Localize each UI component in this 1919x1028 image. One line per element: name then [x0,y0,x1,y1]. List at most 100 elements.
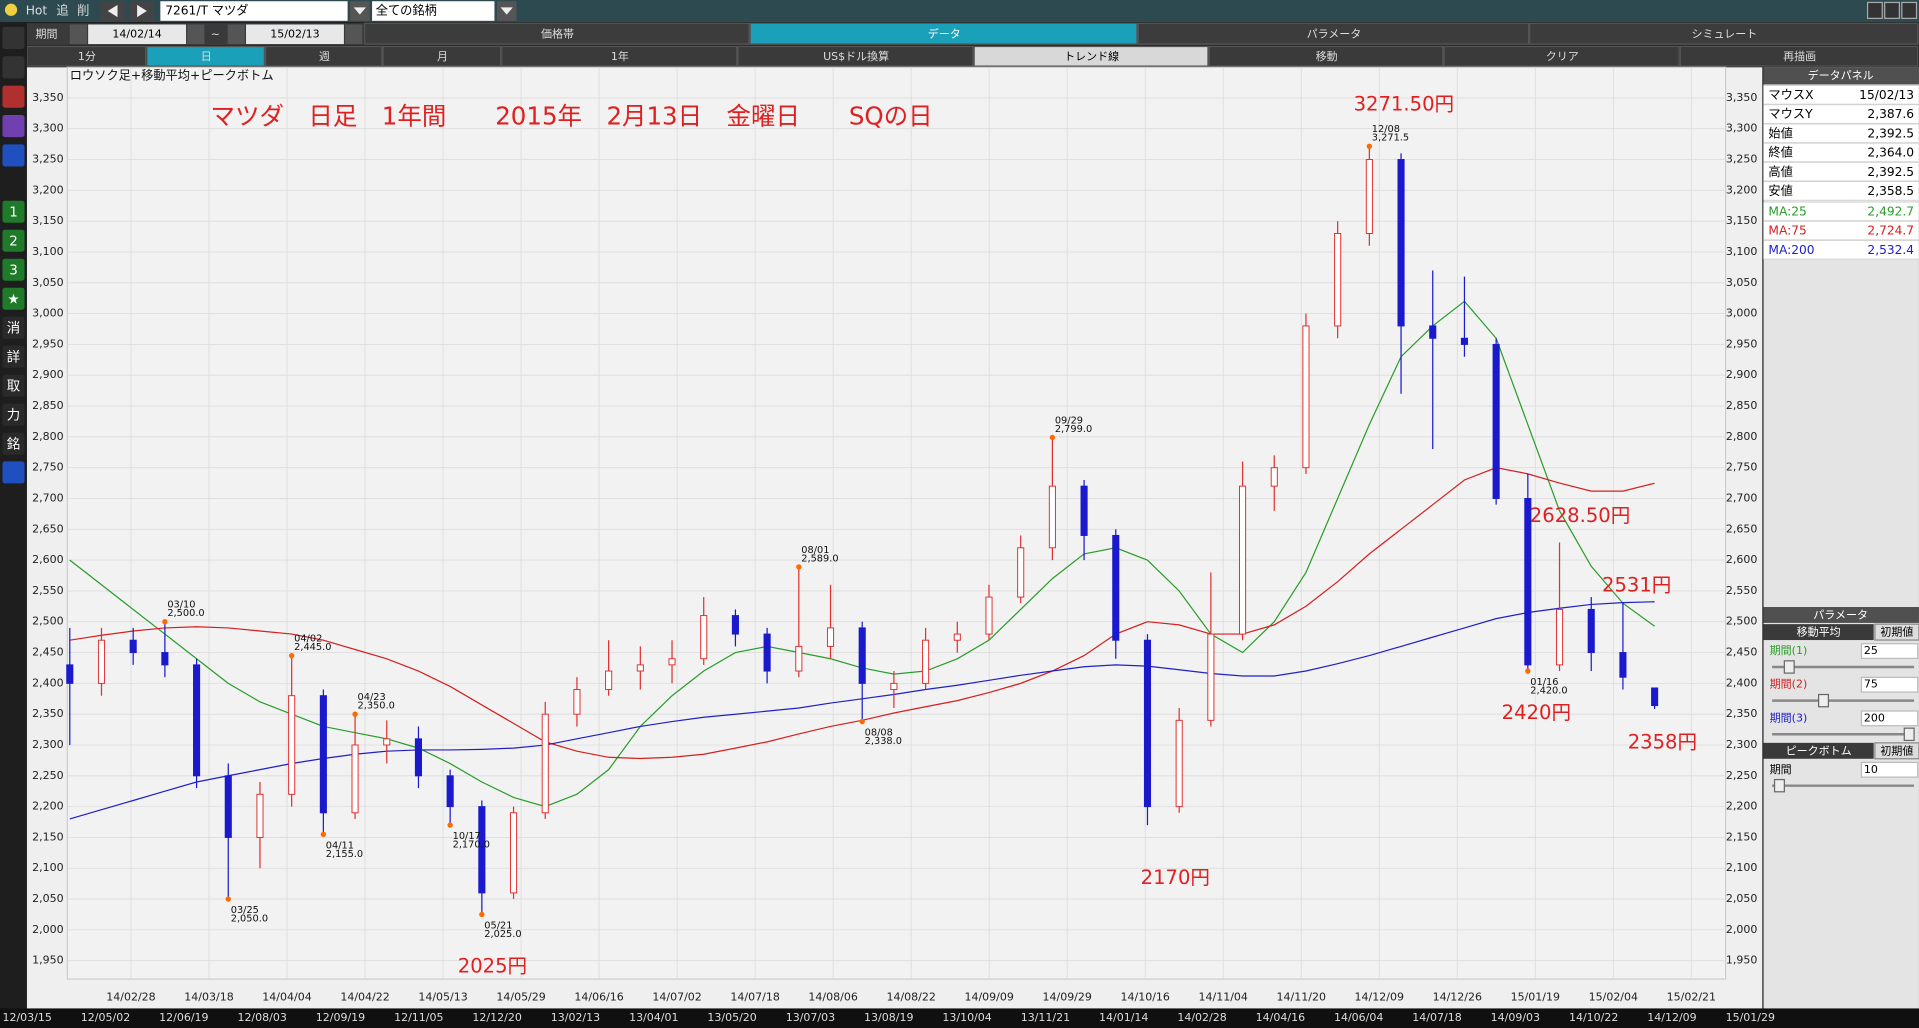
param-input[interactable] [1860,676,1919,693]
tool-icon[interactable] [2,26,25,49]
button[interactable] [973,45,1209,67]
slider-knob[interactable] [1818,693,1830,708]
button[interactable] [146,45,265,67]
tool-icon[interactable] [2,403,25,426]
slider-knob[interactable] [1783,660,1795,674]
candle-body [795,645,803,672]
hot[interactable]: Hot [26,4,48,18]
y-tick-label: 2,450 [32,646,64,659]
tool-label: 力 [7,407,20,423]
button[interactable] [1208,45,1444,67]
tool-icon[interactable] [2,200,25,223]
button[interactable] [264,45,383,67]
candle-body [1080,485,1088,536]
x-tick-label: 14/08/22 [886,990,935,1003]
maximize[interactable] [1884,1,1900,19]
dropdown-icon [353,7,366,15]
button-label: US$ドル換算 [823,49,889,63]
y-tick-label-right: 2,650 [1726,522,1758,535]
y-tick-label-right: 2,600 [1726,553,1758,566]
tool-icon[interactable] [2,432,25,455]
tool-icon[interactable] [2,85,25,108]
tool-icon[interactable] [2,229,25,252]
button-label: トレンド線 [1064,49,1119,63]
candle-body [1429,325,1437,339]
tool-icon[interactable] [2,316,25,339]
button[interactable] [382,45,502,67]
candle-body [478,806,486,894]
button[interactable] [737,45,974,67]
panel-row-label: 安値 [1768,183,1792,198]
symbol-input[interactable] [160,1,348,21]
overview-date: 14/09/03 [1491,1011,1540,1024]
y-tick-label-right: 3,150 [1726,214,1758,227]
y-tick-label: 2,250 [32,769,64,782]
tab[interactable] [1137,22,1530,45]
candle-body [1492,343,1500,499]
delete[interactable]: 削 [77,4,89,18]
tab[interactable] [749,22,1138,45]
tool-label: 1 [9,205,18,220]
overview-date: 14/06/04 [1334,1011,1383,1024]
param-input[interactable] [1860,761,1919,778]
tool-icon[interactable] [2,56,25,79]
param-input[interactable] [1860,643,1919,660]
from-prev[interactable] [69,24,87,45]
tab[interactable] [364,22,750,45]
x-tick-label: 14/11/20 [1277,990,1326,1003]
tool-icon[interactable] [2,374,25,397]
overview-date: 12/11/05 [394,1011,443,1024]
candle-body [1207,633,1215,721]
param-value: 25 [1864,644,1878,657]
tab-label: データ [928,26,961,40]
to-next[interactable] [345,24,363,45]
button-label: 週 [319,50,330,63]
minimize[interactable] [1866,1,1883,19]
candle-body [1365,159,1373,234]
y-tick-label: 3,000 [32,307,64,320]
tool-icon[interactable] [2,461,25,484]
peak-marker [859,718,865,725]
y-tick-label: 2,750 [32,461,64,474]
add[interactable]: 追 [56,3,68,18]
tool-icon[interactable] [2,258,25,281]
candle-body [161,652,169,666]
tool-icon[interactable] [2,144,25,167]
slider-knob[interactable] [1903,727,1915,742]
button[interactable] [1443,45,1680,67]
param-input[interactable] [1860,710,1919,727]
candle-body [1175,719,1183,808]
tool-label: ★ [7,292,19,307]
y-tick-label: 3,300 [32,122,64,135]
from-next[interactable] [187,24,205,45]
buttons: 1分 日 週 月 1年 US$ドル換算 トレンド線 移動 クリア 再描画 [26,45,1919,67]
button[interactable] [1679,45,1919,67]
to-input[interactable] [246,24,344,45]
y-tick-label-right: 2,200 [1726,800,1758,813]
to-prev[interactable] [227,24,245,45]
hot-icon[interactable] [4,3,18,16]
tool-label: 銘 [7,436,20,452]
from-input[interactable] [88,24,187,45]
tool-icon[interactable] [2,115,25,138]
filter-select[interactable] [372,1,495,21]
candle-body [668,658,676,666]
close[interactable] [1901,1,1918,19]
slider-knob[interactable] [1773,778,1785,793]
candle-body [890,682,898,691]
tool-label: 詳 [7,349,20,365]
peak-date: 03/10 [167,600,195,611]
panel-row-value: 2,532.4 [1867,243,1914,257]
tool-icon[interactable] [2,287,25,310]
button[interactable] [501,45,738,67]
y-tick-label-right: 3,300 [1726,122,1758,135]
y-tick-label: 2,050 [32,892,64,905]
candle-body [351,744,359,814]
x-tick-label: 14/12/26 [1433,990,1482,1003]
overview-date: 13/04/01 [629,1011,678,1024]
x-tick-label: 14/10/16 [1121,990,1170,1003]
panel-row-value: 15/02/13 [1859,88,1914,102]
overview-date: 14/07/18 [1412,1011,1461,1024]
tab[interactable] [1529,22,1919,45]
tool-icon[interactable] [2,345,25,368]
